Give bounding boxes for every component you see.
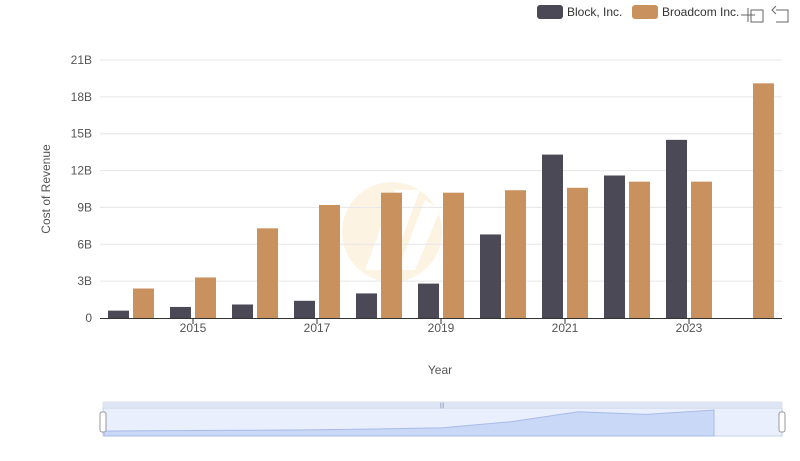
navigator-right-handle[interactable] bbox=[778, 411, 786, 433]
bar-block-2023[interactable] bbox=[666, 139, 687, 318]
bar-block-2014[interactable] bbox=[108, 310, 129, 318]
x-tick-label: 2017 bbox=[304, 321, 331, 335]
y-tick-label: 18B bbox=[71, 90, 92, 104]
bars bbox=[108, 83, 774, 318]
y-tick-label: 12B bbox=[71, 164, 92, 178]
legend: Block, Inc. Broadcom Inc. bbox=[537, 5, 739, 19]
bar-broadcom-2017[interactable] bbox=[319, 204, 340, 318]
y-tick-label: 3B bbox=[77, 274, 92, 288]
legend-swatch-block bbox=[537, 5, 563, 19]
bar-broadcom-2015[interactable] bbox=[195, 277, 216, 318]
bar-broadcom-2019[interactable] bbox=[443, 192, 464, 318]
x-axis-title: Year bbox=[428, 363, 452, 377]
legend-swatch-broadcom bbox=[632, 5, 658, 19]
bar-broadcom-2014[interactable] bbox=[133, 288, 154, 318]
y-axis-title: Cost of Revenue bbox=[39, 144, 53, 234]
bar-broadcom-2022[interactable] bbox=[629, 181, 650, 318]
bar-block-2019[interactable] bbox=[418, 283, 439, 318]
y-tick-label: 6B bbox=[77, 237, 92, 251]
reset-icon[interactable] bbox=[771, 5, 789, 23]
y-tick-label: 15B bbox=[71, 127, 92, 141]
bar-broadcom-2023[interactable] bbox=[691, 181, 712, 318]
navigator-top-bar[interactable] bbox=[103, 402, 782, 408]
bar-broadcom-2018[interactable] bbox=[381, 192, 402, 318]
bar-broadcom-2021[interactable] bbox=[567, 187, 588, 318]
legend-label-block: Block, Inc. bbox=[567, 5, 622, 19]
bar-block-2022[interactable] bbox=[604, 175, 625, 318]
bar-block-2020[interactable] bbox=[480, 234, 501, 318]
navigator-left-handle[interactable] bbox=[99, 411, 107, 433]
bar-broadcom-2024[interactable] bbox=[753, 83, 774, 318]
bar-broadcom-2020[interactable] bbox=[505, 190, 526, 318]
x-axis-ticks: 2015 2017 2019 2021 2023 bbox=[180, 318, 703, 335]
legend-item-broadcom[interactable]: Broadcom Inc. bbox=[632, 5, 739, 19]
bar-block-2018[interactable] bbox=[356, 293, 377, 318]
bar-block-2015[interactable] bbox=[170, 306, 191, 318]
bar-block-2021[interactable] bbox=[542, 154, 563, 318]
y-tick-label: 0 bbox=[85, 311, 92, 325]
bar-broadcom-2016[interactable] bbox=[257, 228, 278, 318]
y-tick-label: 9B bbox=[77, 200, 92, 214]
legend-item-block[interactable]: Block, Inc. bbox=[537, 5, 622, 19]
bar-block-2016[interactable] bbox=[232, 304, 253, 318]
zoom-icon[interactable] bbox=[741, 8, 764, 23]
range-navigator[interactable]: ||| bbox=[99, 401, 786, 437]
bar-block-2017[interactable] bbox=[294, 300, 315, 318]
x-tick-label: 2023 bbox=[676, 321, 703, 335]
navigator-grip-icon: ||| bbox=[440, 403, 445, 409]
legend-label-broadcom: Broadcom Inc. bbox=[662, 5, 739, 19]
y-axis-ticks: 0 3B 6B 9B 12B 15B 18B 21B bbox=[71, 53, 93, 325]
x-tick-label: 2021 bbox=[552, 321, 579, 335]
x-tick-label: 2015 bbox=[180, 321, 207, 335]
x-tick-label: 2019 bbox=[428, 321, 455, 335]
y-tick-label: 21B bbox=[71, 53, 92, 67]
navigator-series-area bbox=[103, 409, 715, 437]
